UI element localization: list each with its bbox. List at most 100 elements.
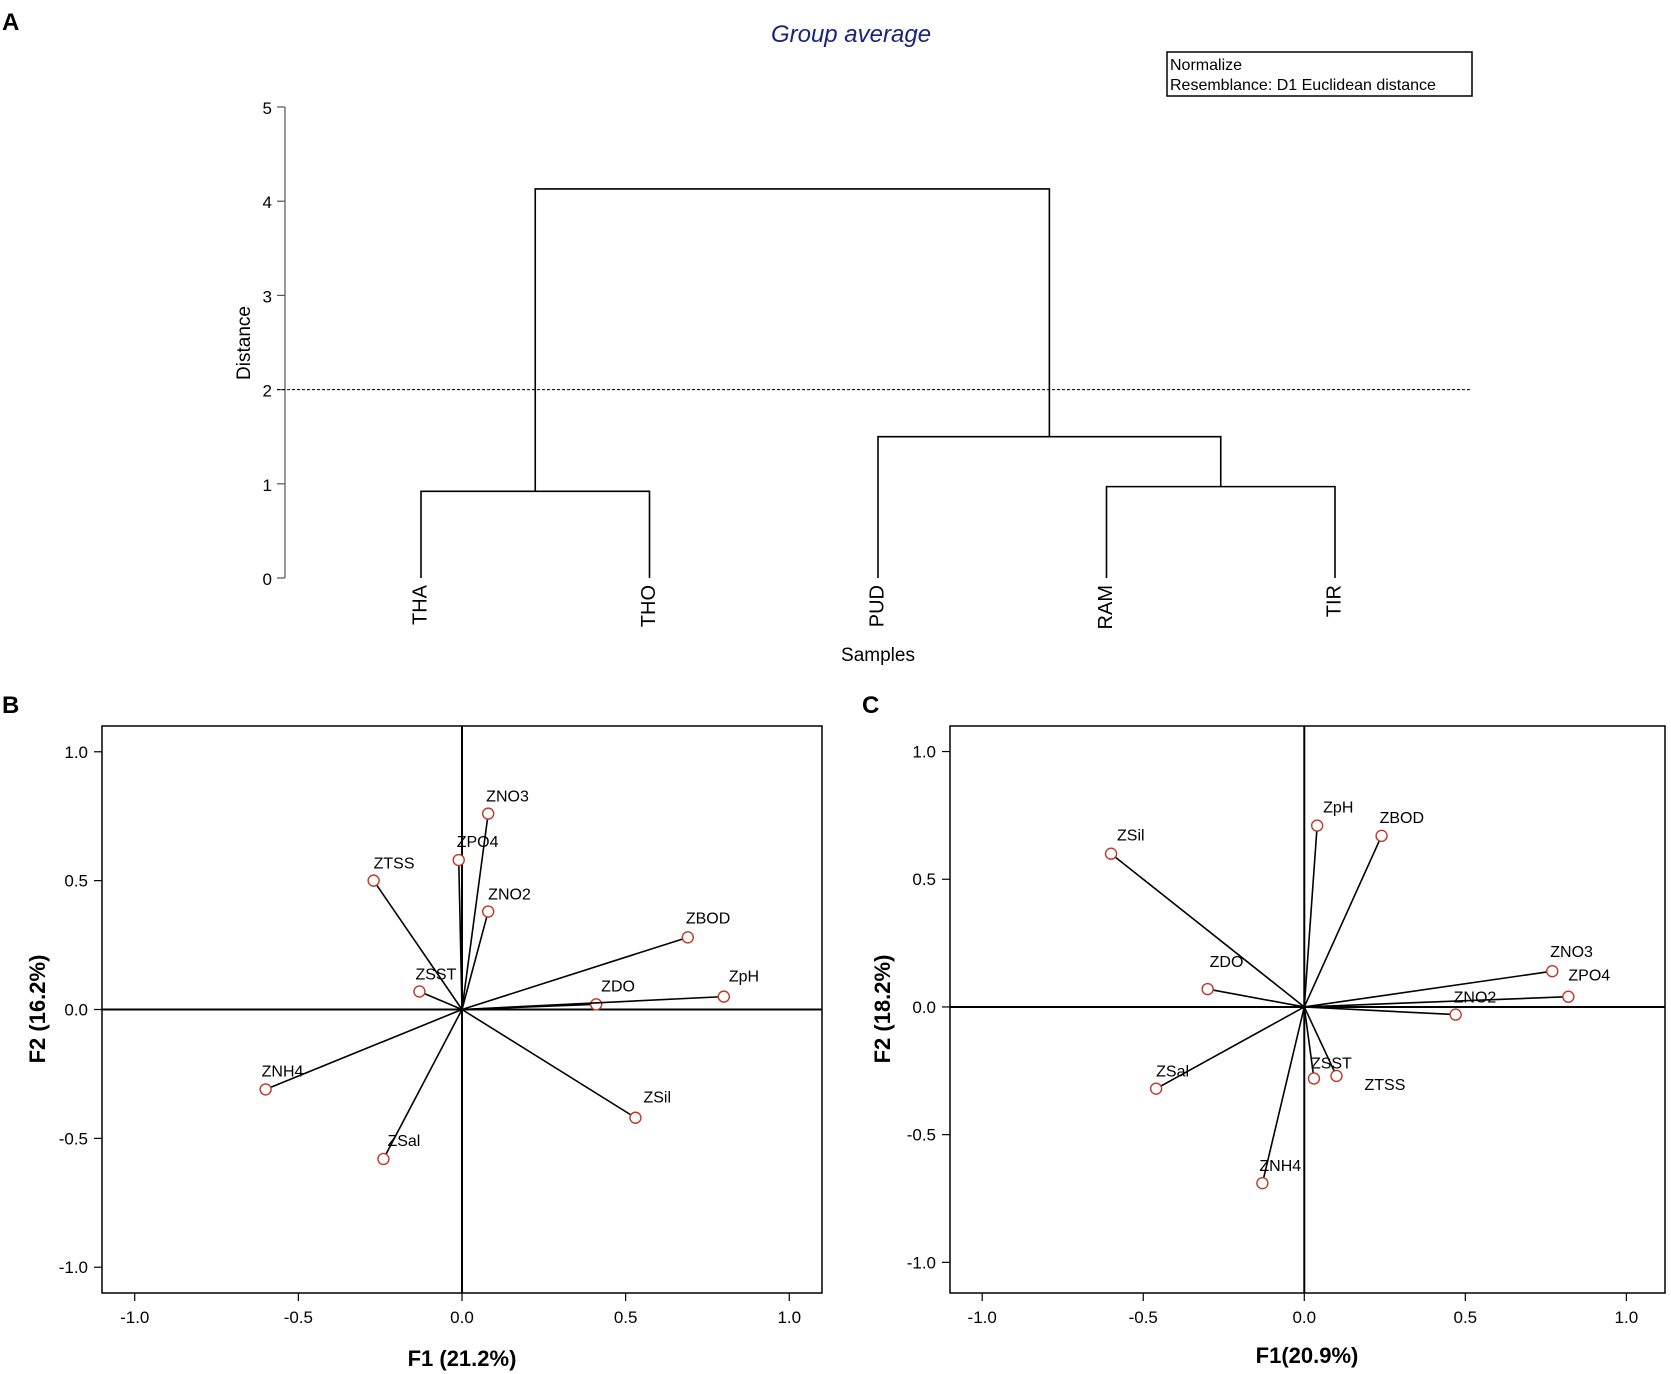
- vector-point-zsst: [1307, 1072, 1321, 1085]
- method-note-box: [1166, 51, 1473, 97]
- vector-point-zdo: [1201, 982, 1214, 996]
- vector-zph: [1303, 825, 1318, 1008]
- vector-point-zbod: [681, 931, 695, 944]
- method-note-resemblance: Resemblance: D1 Euclidean distance: [1170, 77, 1436, 94]
- biplot-c-frame: [949, 725, 1666, 1294]
- vector-point-zno2: [481, 905, 495, 918]
- vector-zbod: [461, 936, 689, 1011]
- x-tick-label: -1.0: [120, 1308, 149, 1327]
- vector-znh4: [265, 1008, 463, 1091]
- vector-zno3: [1304, 970, 1553, 1008]
- vector-label-znh4: ZNH4: [262, 1063, 304, 1080]
- vector-point-zsal: [1149, 1082, 1163, 1095]
- vector-ztss: [1303, 1006, 1338, 1077]
- vector-label-zno2: ZNO2: [488, 887, 531, 904]
- vector-znh4: [1261, 1006, 1306, 1184]
- distance-tick-label: 4: [263, 193, 272, 212]
- vector-label-zno3: ZNO3: [486, 789, 529, 806]
- vector-point-zph: [717, 990, 731, 1003]
- vector-label-zsst: ZSST: [415, 966, 456, 983]
- leaf-label-tir: TIR: [1323, 585, 1345, 617]
- y-tick-label: 1.0: [912, 743, 936, 762]
- x-tick-label: -1.0: [968, 1308, 997, 1327]
- y-tick-label: 0.0: [912, 998, 936, 1017]
- vector-point-zdo: [589, 998, 603, 1011]
- vector-point-zsil: [1104, 847, 1118, 860]
- vector-zdo: [1207, 988, 1305, 1008]
- vector-label-zph: ZpH: [729, 969, 759, 986]
- vector-point-zno3: [1546, 964, 1559, 978]
- y-tick-label: 1.0: [64, 743, 88, 762]
- x-tick-label: 1.0: [1615, 1308, 1639, 1327]
- samples-axis-title: Samples: [841, 645, 915, 666]
- x-tick-label: 0.0: [450, 1308, 474, 1327]
- y-tick-label: 0.0: [64, 1001, 88, 1020]
- vector-label-zsil: ZSil: [1117, 828, 1145, 845]
- y-tick-label: 0.5: [912, 870, 936, 889]
- x-tick-label: -0.5: [1129, 1308, 1158, 1327]
- y-tick-label: -1.0: [59, 1258, 88, 1277]
- biplot-c-panel: F1(20.9%) F2 (18.2%) -1.0 -0.5 0.0 0.5 1.0 -1…: [870, 725, 1666, 1368]
- x-tick-label: 0.5: [1453, 1308, 1477, 1327]
- method-note-normalize: Normalize: [1170, 57, 1242, 74]
- vector-point-zsst: [413, 985, 426, 998]
- vector-label-ztss: ZTSS: [1364, 1077, 1405, 1094]
- distance-tick-label: 5: [263, 99, 272, 118]
- y-tick-label: -0.5: [907, 1126, 936, 1145]
- dendrogram-link: [420, 490, 651, 578]
- vector-zsil: [461, 1008, 636, 1119]
- vector-label-ztss: ZTSS: [374, 856, 415, 873]
- vector-point-ztss: [367, 874, 380, 887]
- vector-point-zno2: [1449, 1008, 1462, 1021]
- dendrogram-title: Group average: [771, 21, 931, 48]
- panel-label-a: A: [2, 9, 19, 36]
- vector-label-zpo4: ZPO4: [1568, 968, 1610, 985]
- vector-zsil: [1110, 853, 1305, 1008]
- vector-point-zsil: [629, 1111, 642, 1124]
- biplot-c-x-title: F1(20.9%): [1256, 1343, 1359, 1368]
- dendrogram-panel: Group average Normalize Resemblance: D1 …: [234, 21, 1473, 666]
- leaf-label-pud: PUD: [866, 585, 888, 627]
- vector-zsal: [1155, 1006, 1305, 1090]
- vector-point-ztss: [1330, 1069, 1343, 1083]
- distance-tick-label: 3: [263, 287, 272, 306]
- dendrogram-link: [877, 435, 1222, 578]
- vector-zno2: [461, 911, 489, 1010]
- vector-label-zsil: ZSil: [643, 1090, 671, 1107]
- vector-point-zbod: [1375, 829, 1388, 843]
- vector-point-zpo4: [452, 853, 465, 867]
- biplot-c-y-title: F2 (18.2%): [870, 955, 895, 1064]
- distance-tick-label: 1: [263, 476, 272, 495]
- vector-ztss: [372, 880, 463, 1010]
- vector-zsal: [382, 1009, 463, 1160]
- vector-zsst: [419, 990, 463, 1011]
- vector-label-zpo4: ZPO4: [457, 834, 499, 851]
- y-tick-label: 0.5: [64, 872, 88, 891]
- vector-label-znh4: ZNH4: [1259, 1158, 1301, 1175]
- vector-label-zsal: ZSal: [1156, 1064, 1189, 1081]
- vector-point-zsal: [377, 1152, 390, 1166]
- vector-label-zdo: ZDO: [1210, 954, 1244, 971]
- vector-zno2: [1304, 1006, 1456, 1016]
- vector-point-zph: [1310, 819, 1324, 832]
- leaf-label-tha: THA: [409, 584, 431, 625]
- vector-label-zbod: ZBOD: [1380, 810, 1424, 827]
- vector-zbod: [1303, 835, 1383, 1008]
- vector-zsst: [1303, 1006, 1315, 1079]
- biplot-b-x-title: F1 (21.2%): [408, 1346, 517, 1371]
- distance-tick-label: 0: [263, 570, 272, 589]
- vector-point-znh4: [259, 1083, 272, 1096]
- distance-tick-label: 2: [263, 382, 272, 401]
- biplot-b-panel: F1 (21.2%) F2 (16.2%) -1.0 -0.5 0.0 0.5 1.0 -…: [25, 725, 823, 1371]
- leaf-label-ram: RAM: [1095, 585, 1117, 629]
- dendrogram-link: [534, 188, 1051, 492]
- leaf-label-tho: THO: [638, 585, 660, 627]
- distance-axis-title: Distance: [234, 306, 255, 380]
- x-tick-label: 0.0: [1292, 1308, 1316, 1327]
- x-tick-label: -0.5: [284, 1308, 313, 1327]
- x-tick-label: 1.0: [777, 1308, 801, 1327]
- vector-zpo4: [457, 860, 463, 1010]
- vector-point-zno3: [481, 807, 495, 820]
- y-tick-label: -1.0: [907, 1253, 936, 1272]
